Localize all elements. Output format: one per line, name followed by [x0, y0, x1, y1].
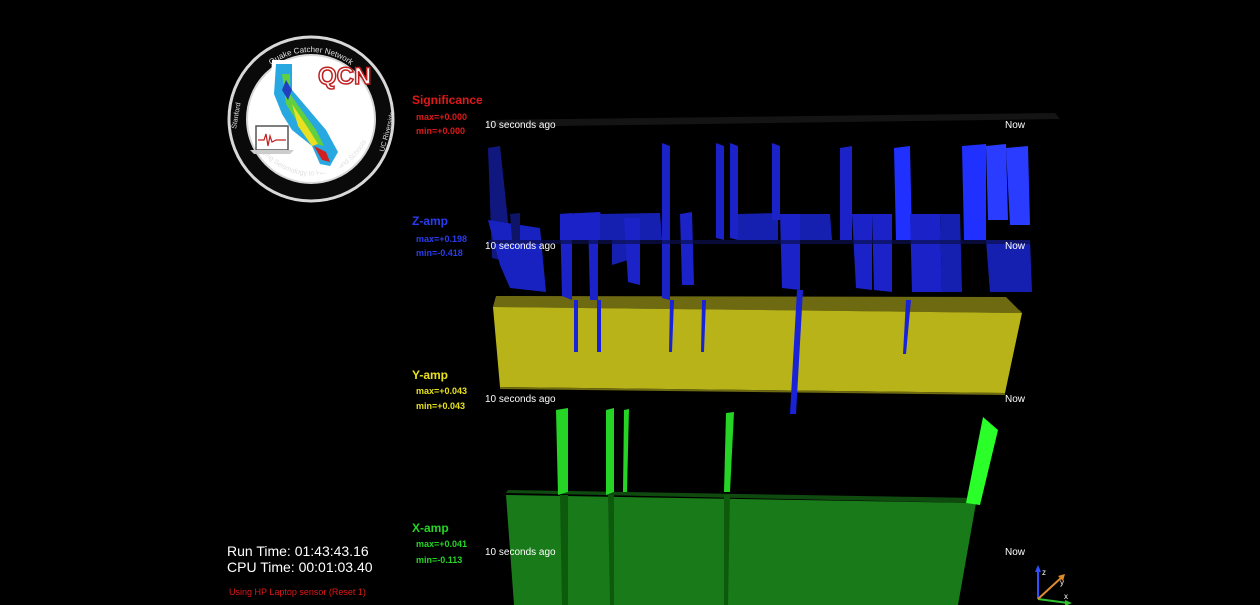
- z-amp-min: min=-0.418: [416, 248, 463, 258]
- logo-mark: QCN: [318, 63, 371, 90]
- z-amp-max: max=+0.198: [416, 234, 468, 244]
- sensor-status: Using HP Laptop sensor (Reset 1): [229, 587, 366, 597]
- z-amp-label: Z-amp: [412, 214, 448, 228]
- significance-max: max=+0.000: [416, 112, 468, 122]
- y-amp-label: Y-amp: [412, 368, 449, 382]
- gizmo-z-label: z: [1042, 568, 1046, 577]
- significance-min: min=+0.000: [416, 126, 466, 136]
- logo-ring-left: Stanford: [231, 102, 243, 129]
- gizmo-y-label: y: [1060, 578, 1064, 587]
- significance-axis-start: 10 seconds ago: [485, 120, 556, 131]
- y-amp-max: max=+0.043: [416, 386, 468, 396]
- significance-plane: [486, 113, 1060, 127]
- x-amp-min: min=-0.113: [416, 555, 463, 565]
- x-amp-label: X-amp: [412, 521, 449, 535]
- x-amp-axis-end: Now: [1005, 547, 1026, 558]
- run-time: Run Time: 01:43:43.16: [227, 543, 369, 559]
- cpu-time: CPU Time: 00:01:03.40: [227, 559, 373, 575]
- x-amp-slab: [506, 490, 978, 605]
- gizmo-x-label: x: [1064, 592, 1068, 601]
- z-amp-bars: [488, 143, 1032, 300]
- z-amp-axis-end: Now: [1005, 241, 1026, 252]
- y-amp-axis-end: Now: [1005, 394, 1026, 405]
- qcn-logo: Quake Catcher Network Bringing Seismolog…: [227, 35, 396, 203]
- significance-axis-end: Now: [1005, 120, 1026, 131]
- x-amp-axis-start: 10 seconds ago: [485, 547, 556, 558]
- y-amp-min: min=+0.043: [416, 401, 466, 411]
- z-amp-axis-start: 10 seconds ago: [485, 241, 556, 252]
- axes-gizmo-icon: z y x: [1035, 565, 1072, 605]
- x-amp-max: max=+0.041: [416, 539, 468, 549]
- z-amp-spikes: [574, 290, 911, 414]
- y-amp-slab: [493, 296, 1022, 395]
- significance-label: Significance: [412, 93, 483, 107]
- x-amp-spikes: [556, 408, 998, 605]
- y-amp-axis-start: 10 seconds ago: [485, 394, 556, 405]
